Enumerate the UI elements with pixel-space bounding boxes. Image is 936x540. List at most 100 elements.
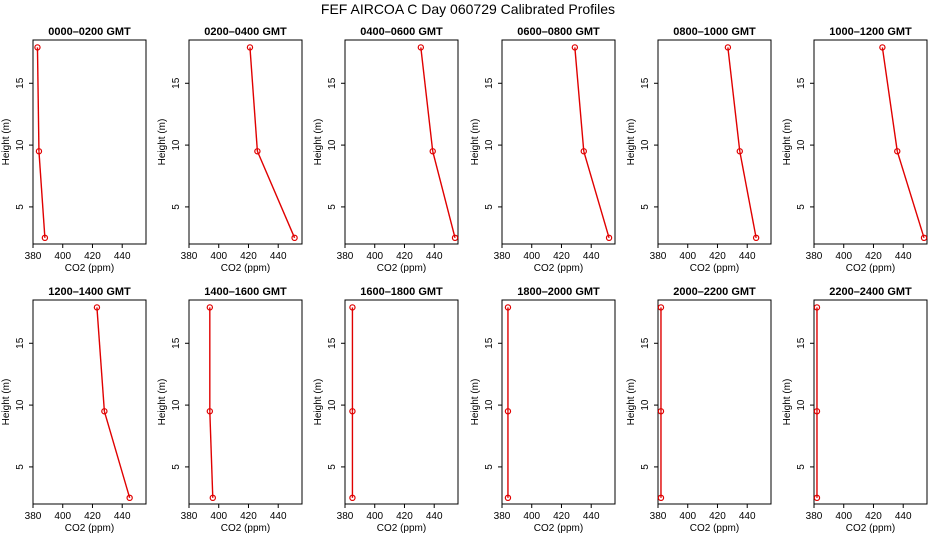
y-tick-label: 15 (640, 337, 651, 349)
profile-segment (256, 150, 296, 239)
panel-title: 1000–1200 GMT (829, 26, 912, 38)
y-tick-label: 5 (484, 204, 495, 210)
profile-panel-11: 2000–2200 GMT 380 400 420 440 5 10 15 CO2 (ppm) H… (626, 286, 772, 534)
y-tick-label: 15 (15, 337, 26, 349)
panel-title: 1200–1400 GMT (48, 286, 131, 298)
figure-title: FEF AIRCOA C Day 060729 Calibrated Profi… (321, 1, 615, 17)
data-point (813, 494, 821, 502)
y-axis-label: Height (m) (626, 119, 637, 166)
y-tick-label: 15 (640, 77, 651, 89)
x-tick-label: 400 (523, 251, 540, 262)
data-point (580, 148, 587, 155)
x-axis-label: CO2 (ppm) (846, 523, 895, 534)
x-tick-label: 440 (114, 511, 131, 522)
profile-segment (896, 151, 925, 239)
x-tick-label: 380 (650, 251, 667, 262)
plot-frame (501, 39, 616, 245)
x-tick-label: 400 (210, 251, 227, 262)
data-point (41, 234, 49, 242)
data-point (504, 408, 512, 415)
data-point (657, 408, 665, 415)
y-tick-label: 10 (327, 139, 338, 151)
x-tick-label: 400 (366, 511, 383, 522)
y-tick-label: 5 (640, 464, 651, 470)
x-tick-label: 400 (210, 511, 227, 522)
y-tick-label: 15 (15, 77, 26, 89)
data-point (571, 44, 579, 51)
data-point (429, 148, 436, 155)
x-tick-label: 440 (739, 251, 756, 262)
panel-title: 0800–1000 GMT (673, 26, 756, 38)
data-point (349, 494, 356, 502)
x-axis-label: CO2 (ppm) (65, 523, 114, 534)
data-point (417, 44, 425, 51)
x-tick-label: 420 (709, 511, 726, 522)
y-tick-label: 10 (484, 399, 495, 411)
y-axis-label: Height (m) (1, 379, 12, 426)
profile-panel-2: 0200–0400 GMT 380 400 420 440 5 10 15 CO2 (ppm) H… (157, 26, 303, 274)
y-tick-label: 5 (327, 464, 338, 470)
x-axis-label: CO2 (ppm) (534, 263, 583, 274)
y-tick-label: 10 (15, 399, 26, 411)
x-axis-label: CO2 (ppm) (377, 523, 426, 534)
data-point (349, 304, 356, 311)
y-tick-label: 15 (484, 337, 495, 349)
data-point (349, 408, 356, 415)
profile-segment (420, 47, 434, 152)
x-axis-label: CO2 (ppm) (690, 263, 739, 274)
data-point (920, 234, 928, 242)
data-point (813, 408, 821, 415)
data-point (34, 44, 41, 51)
x-tick-label: 420 (396, 251, 413, 262)
x-tick-label: 380 (806, 251, 823, 262)
x-tick-label: 400 (835, 251, 852, 262)
y-axis-label: Height (m) (782, 119, 793, 166)
plot-frame (188, 39, 303, 245)
profile-segment (36, 47, 40, 152)
data-point (752, 234, 760, 242)
x-tick-label: 440 (270, 251, 287, 262)
y-tick-label: 15 (171, 337, 182, 349)
profile-panel-9: 1600–1800 GMT 380 400 420 440 5 10 15 CO2 (ppm) H… (313, 286, 459, 534)
data-point (35, 148, 43, 155)
y-axis-label: Height (m) (782, 379, 793, 426)
y-axis-label: Height (m) (470, 119, 481, 166)
profile-segment (881, 47, 898, 152)
profile-panel-8: 1400–1600 GMT 380 400 420 440 5 10 15 CO2 (ppm) H… (157, 286, 303, 534)
x-tick-label: 400 (54, 511, 71, 522)
plot-frame (813, 39, 928, 245)
x-tick-label: 380 (494, 511, 511, 522)
x-tick-label: 440 (739, 511, 756, 522)
data-point (657, 494, 665, 502)
y-tick-label: 5 (171, 204, 182, 210)
panel-title: 0000–0200 GMT (48, 26, 131, 38)
profile-segment (96, 307, 106, 412)
profile-panel-12: 2200–2400 GMT 380 400 420 440 5 10 15 CO2 (ppm) H… (782, 286, 928, 534)
profile-panel-1: 0000–0200 GMT 380 400 420 440 5 10 15 CO2 (ppm) H… (1, 26, 147, 274)
y-tick-label: 15 (327, 337, 338, 349)
y-tick-label: 15 (484, 77, 495, 89)
data-point (209, 494, 216, 502)
y-tick-label: 5 (15, 464, 26, 470)
data-point (605, 234, 613, 242)
profile-panel-4: 0600–0800 GMT 380 400 420 440 5 10 15 CO2 (ppm) H… (470, 26, 616, 274)
profile-segment (583, 151, 610, 239)
profile-segment (432, 151, 456, 238)
x-tick-label: 400 (679, 511, 696, 522)
y-tick-label: 5 (796, 204, 807, 210)
data-point (206, 408, 214, 415)
x-tick-label: 420 (865, 511, 882, 522)
panel-title: 0400–0600 GMT (360, 26, 443, 38)
data-point (254, 148, 261, 155)
panel-title: 0200–0400 GMT (204, 26, 287, 38)
x-tick-label: 440 (426, 251, 443, 262)
x-tick-label: 440 (583, 511, 600, 522)
x-tick-label: 420 (84, 251, 101, 262)
y-tick-label: 10 (484, 139, 495, 151)
x-tick-label: 380 (25, 251, 42, 262)
x-tick-label: 400 (835, 511, 852, 522)
y-axis-label: Height (m) (1, 119, 12, 166)
x-tick-label: 420 (553, 251, 570, 262)
x-tick-label: 440 (895, 511, 912, 522)
